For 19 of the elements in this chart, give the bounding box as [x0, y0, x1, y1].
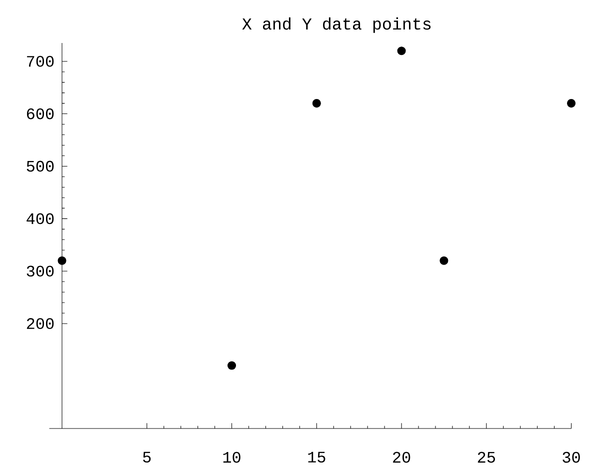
point — [58, 256, 66, 265]
x-tick-label: 10 — [223, 452, 240, 463]
point — [312, 99, 321, 108]
y-tick-label: 200 — [26, 318, 54, 330]
chart-title: X and Y data points — [242, 17, 431, 33]
point — [567, 99, 576, 108]
point — [440, 256, 448, 265]
x-tick-label: 5 — [143, 452, 151, 463]
x-tick-label: 30 — [562, 452, 580, 463]
x-tick-label: 25 — [478, 452, 495, 463]
x-tick-label: 20 — [393, 452, 410, 463]
y-tick-label: 500 — [26, 160, 54, 172]
y-tick-label: 400 — [26, 213, 54, 224]
y-tick-label: 300 — [26, 266, 54, 277]
point — [227, 361, 236, 370]
x-tick-label: 15 — [308, 452, 326, 463]
point — [397, 46, 406, 56]
y-tick-label: 600 — [26, 108, 54, 120]
y-tick-label: 700 — [27, 56, 54, 67]
